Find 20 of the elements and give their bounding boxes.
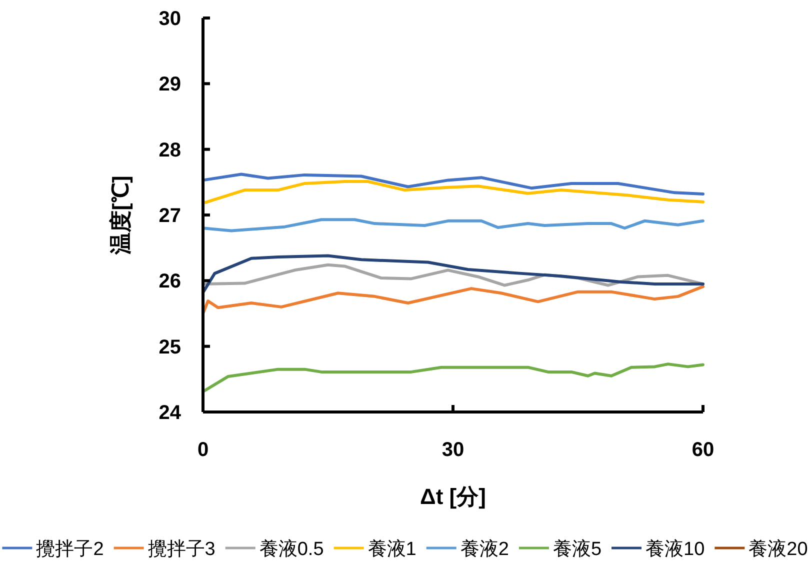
legend-label: 養液1 xyxy=(368,538,416,560)
legend-label: 攪拌子2 xyxy=(36,539,104,560)
y-tick-label: 27 xyxy=(158,205,181,227)
legend-label: 攪拌子3 xyxy=(148,539,216,560)
legend-label: 養液0.5 xyxy=(259,538,324,560)
x-tick-label: 0 xyxy=(197,439,209,461)
y-tick-label: 28 xyxy=(158,139,181,162)
y-tick-label: 25 xyxy=(158,336,181,358)
legend-label: 養液5 xyxy=(552,538,602,560)
y-axis-title: 温度[℃] xyxy=(108,176,133,256)
legend-label: 養液2 xyxy=(460,538,509,560)
y-tick-label: 24 xyxy=(158,402,182,424)
x-axis-title: Δt [分] xyxy=(420,484,486,509)
legend-label: 養液20 xyxy=(748,538,808,560)
legend-label: 養液10 xyxy=(646,538,705,560)
y-tick-label: 30 xyxy=(158,8,181,30)
x-tick-label: 60 xyxy=(692,439,714,461)
y-tick-label: 26 xyxy=(158,270,181,293)
y-tick-label: 29 xyxy=(158,74,181,96)
x-tick-label: 30 xyxy=(442,439,464,461)
